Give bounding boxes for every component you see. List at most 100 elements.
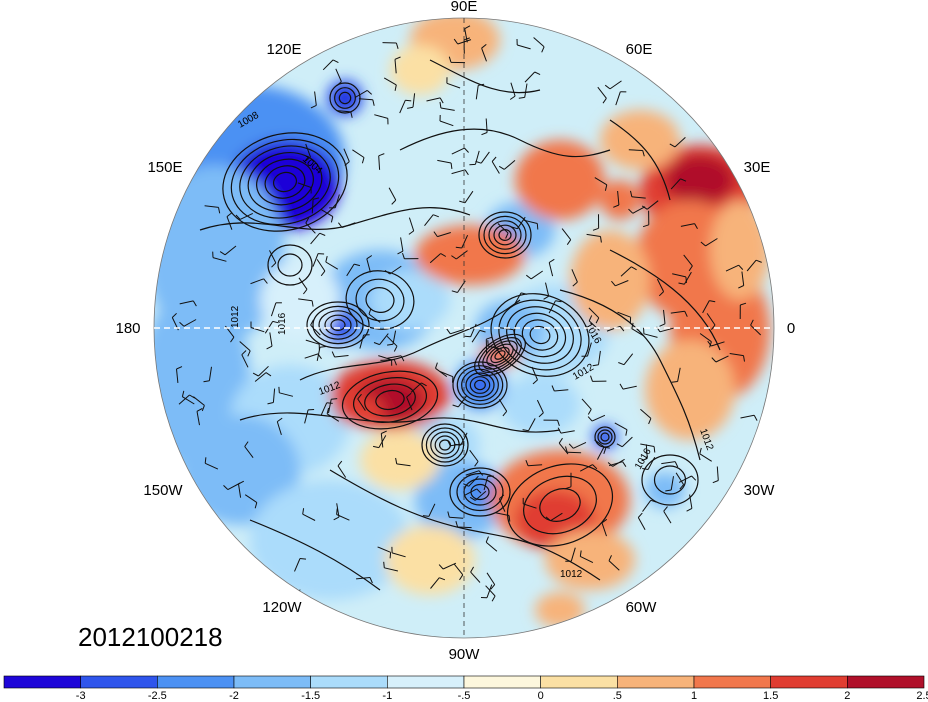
wind-barb-staff [182, 396, 195, 405]
colorbar-swatch [233, 675, 311, 689]
isobar-contours [199, 59, 721, 591]
wind-barb-staff [615, 280, 629, 287]
colorbar-swatch [310, 675, 388, 689]
wind-barb-staff [244, 446, 254, 459]
anomaly-patch [470, 375, 490, 395]
wind-barb-flag [642, 150, 645, 157]
wind-barb-flag [631, 322, 634, 329]
wind-barb-staff [674, 137, 686, 148]
wind-barb-staff [380, 433, 384, 448]
wind-barb-flag [555, 300, 562, 303]
wind-barb-flag [592, 364, 599, 367]
wind-barb-staff [455, 250, 468, 260]
wind-barb-staff [594, 177, 608, 186]
wind-barb-flag [611, 280, 616, 287]
wind-barb-flag [738, 285, 744, 289]
isobar-contour [493, 224, 517, 246]
wind-barb-flag [397, 250, 404, 255]
wind-barb-flag [613, 204, 620, 208]
wind-barb-staff [573, 441, 587, 449]
wind-barb-staff [412, 93, 416, 108]
wind-barb-staff [594, 439, 607, 449]
wind-barb-staff [406, 396, 413, 411]
wind-barb-flag [595, 317, 600, 324]
wind-barb-staff [498, 498, 506, 512]
wind-barb-staff [224, 245, 237, 256]
wind-barb-flag [263, 278, 268, 284]
wind-barb-staff [597, 86, 607, 99]
wind-barb-flag [625, 429, 628, 436]
wind-barb-flag [709, 341, 712, 348]
wind-barb-flag [181, 390, 185, 397]
wind-barb-flag [604, 84, 611, 90]
wind-barb-flag [361, 157, 365, 164]
wind-barb-flag [407, 106, 414, 109]
wind-barb-flag [241, 350, 247, 356]
wind-barb-flag [438, 564, 444, 570]
colorbar-tick-label: -1.5 [301, 690, 320, 702]
wind-barb-flag [353, 263, 361, 267]
wind-barb-staff [320, 208, 334, 218]
wind-barb-flag [509, 95, 516, 100]
wind-barb-flag [387, 343, 394, 346]
wind-barb-flag [566, 239, 572, 245]
wind-barb-flag [532, 379, 538, 385]
wind-barb-staff [449, 516, 464, 519]
wind-barb-flag [680, 178, 687, 182]
wind-barb-flag [447, 440, 451, 447]
wind-barb-staff [396, 463, 411, 467]
wind-barb-staff [383, 77, 397, 86]
wind-barb-flag [545, 516, 551, 522]
wind-barb-staff [465, 470, 480, 476]
wind-barb-staff [678, 475, 692, 483]
colorbar-tick-label: -.5 [458, 690, 471, 702]
wind-barb-staff [378, 435, 387, 448]
wind-barb-flag [572, 281, 578, 287]
wind-barb-flag [381, 430, 387, 434]
wind-barb-staff [663, 309, 666, 324]
lon-label-30e: 30E [744, 159, 771, 176]
wind-barb-staff [591, 414, 606, 422]
wind-barb-staff [298, 298, 313, 302]
wind-barb-staff [250, 278, 264, 285]
isobar-label: 1016 [277, 312, 288, 335]
wind-barb-staff [208, 366, 212, 381]
isobar-label: 1012 [230, 305, 241, 328]
lon-label-150e: 150E [147, 159, 182, 176]
wind-barb-flag [498, 165, 505, 170]
isobar-contour [429, 59, 541, 94]
isobar-contour [353, 377, 427, 423]
wind-barb-flag [433, 231, 438, 237]
wind-barb-staff [596, 446, 605, 460]
wind-barb-flag [678, 282, 685, 285]
wind-barb-staff [663, 510, 672, 524]
wind-barb-flag [579, 550, 582, 557]
lon-label-30w: 30W [744, 482, 776, 499]
wind-barb-staff [468, 475, 479, 487]
wind-barb-flag [219, 251, 226, 256]
wind-barb-staff [399, 100, 406, 114]
wind-barb-flag [592, 227, 599, 231]
wind-barb-staff [548, 262, 554, 277]
wind-barb-flag [491, 156, 497, 162]
wind-barb-staff [705, 238, 718, 247]
wind-barb-flag [277, 417, 283, 423]
wind-barb-staff [711, 341, 725, 347]
wind-barb-flag [628, 208, 634, 214]
wind-barb-staff [294, 558, 301, 572]
wind-barb-flag [650, 499, 657, 503]
wind-barb-flag [451, 290, 458, 293]
wind-barb-staff [485, 541, 498, 552]
isobar-contour [421, 423, 469, 467]
colorbar-tick-label: -2 [229, 690, 239, 702]
wind-barb-flag [230, 336, 235, 343]
wind-barb-flag [400, 355, 405, 362]
wind-barb-flag [607, 462, 613, 467]
isobar-contour [609, 119, 671, 201]
wind-barb-staff [716, 466, 719, 481]
wind-barb-staff [536, 399, 544, 414]
wind-barb-staff [359, 334, 365, 349]
isobar-contour [449, 467, 511, 517]
wind-barb-staff [377, 546, 391, 553]
wind-barb-flag [389, 552, 392, 559]
